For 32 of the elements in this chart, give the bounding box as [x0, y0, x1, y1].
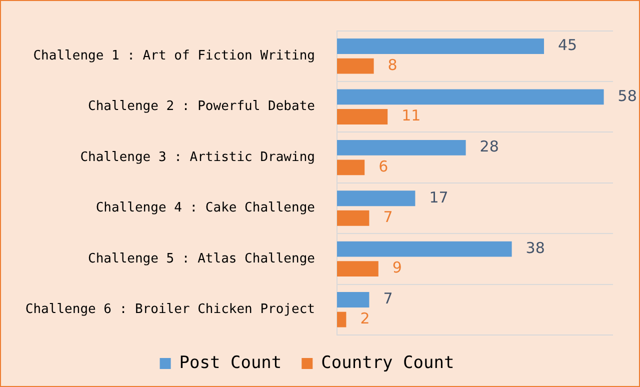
bar [337, 292, 370, 308]
y-tick-label: Challenge 2 : Powerful Debate [88, 99, 316, 114]
bar [337, 160, 365, 176]
bar [337, 312, 346, 328]
data-label: 45 [558, 36, 578, 54]
data-label: 17 [429, 188, 448, 206]
y-tick-label: Challenge 1 : Art of Fiction Writing [33, 48, 315, 64]
data-label: 6 [378, 157, 388, 176]
y-tick-label: Challenge 6 : Broiler Chicken Project [25, 302, 315, 318]
bar [337, 89, 604, 105]
bar [337, 140, 466, 156]
bar [337, 241, 512, 257]
bar [337, 38, 544, 54]
y-tick-label: Challenge 5 : Atlas Challenge [88, 251, 316, 266]
data-label: 9 [392, 258, 402, 277]
data-label: 38 [526, 238, 545, 257]
data-label: 8 [388, 56, 398, 74]
data-label: 7 [383, 290, 393, 308]
data-label: 2 [360, 309, 370, 328]
y-tick-label: Challenge 4 : Cake Challenge [96, 200, 316, 216]
bar [337, 261, 378, 277]
bar [337, 109, 388, 124]
data-label: 7 [383, 208, 393, 226]
bar [337, 210, 370, 226]
data-label: 11 [402, 106, 421, 125]
y-tick-label: Challenge 3 : Artistic Drawing [80, 150, 315, 165]
data-label: 28 [480, 138, 499, 156]
legend-label: Country Count [321, 352, 454, 373]
data-label: 58 [618, 86, 637, 105]
legend-label: Post Count [179, 352, 282, 373]
bar [337, 190, 416, 206]
bar [337, 58, 374, 74]
